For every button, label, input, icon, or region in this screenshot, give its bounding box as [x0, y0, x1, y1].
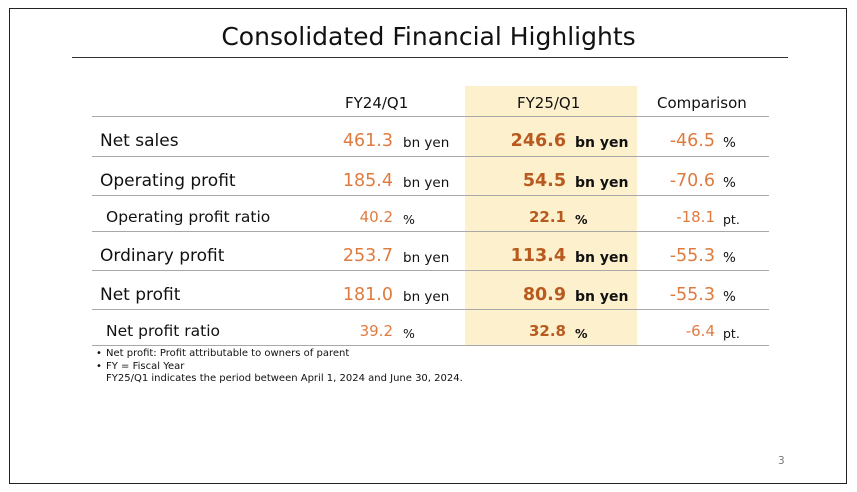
row-label: Operating profit ratio [106, 208, 271, 226]
slide-title: Consolidated Financial Highlights [221, 22, 636, 51]
row-divider [92, 309, 769, 310]
comp-unit: % [723, 250, 736, 266]
bullet-icon: • [96, 360, 102, 372]
footnote-item: • Net profit: Profit attributable to owne… [96, 348, 350, 359]
header-divider [92, 116, 769, 117]
curr-unit: bn yen [575, 175, 629, 191]
curr-unit: % [575, 326, 588, 341]
footnotes: • Net profit: Profit attributable to owne… [96, 348, 463, 386]
curr-value: 80.9 [522, 285, 566, 305]
comp-value: -55.3 [669, 246, 715, 266]
row-label: Net profit [100, 285, 181, 305]
comp-unit: pt. [723, 326, 740, 341]
prev-value: 461.3 [342, 131, 393, 151]
comp-value: -70.6 [669, 171, 715, 191]
prev-unit: % [403, 326, 415, 341]
comp-unit: % [723, 135, 736, 151]
bullet-icon: • [96, 348, 102, 359]
slide-frame [9, 8, 847, 484]
row-divider [92, 270, 769, 271]
table-bottom-rule [92, 345, 769, 346]
curr-unit: % [575, 212, 588, 227]
prev-value: 39.2 [359, 322, 393, 340]
current-period-highlight [465, 86, 637, 345]
curr-value: 22.1 [528, 208, 566, 226]
prev-unit: bn yen [403, 135, 450, 151]
curr-value: 54.5 [522, 171, 566, 191]
comp-value: -18.1 [676, 208, 715, 226]
curr-value: 246.6 [510, 131, 566, 151]
prev-unit: bn yen [403, 289, 450, 305]
prev-value: 40.2 [359, 208, 393, 226]
prev-value: 185.4 [342, 171, 393, 191]
header-fy25q1: FY25/Q1 [517, 94, 581, 112]
row-divider [92, 231, 769, 232]
comp-value: -55.3 [669, 285, 715, 305]
prev-unit: bn yen [403, 250, 450, 266]
footnote-item: • FY = Fiscal Year [96, 360, 185, 372]
comp-value: -46.5 [669, 131, 715, 151]
row-label: Ordinary profit [100, 246, 225, 266]
footnote-item: FY25/Q1 indicates the period between Apr… [106, 373, 463, 384]
comp-unit: % [723, 175, 736, 191]
page-number: 3 [778, 455, 785, 467]
header-fy24q1: FY24/Q1 [345, 94, 409, 112]
curr-value: 32.8 [528, 322, 566, 340]
curr-value: 113.4 [510, 246, 566, 266]
prev-unit: bn yen [403, 175, 450, 191]
prev-value: 181.0 [342, 285, 393, 305]
curr-unit: bn yen [575, 250, 629, 266]
comp-value: -6.4 [685, 322, 715, 340]
row-label: Operating profit [100, 171, 236, 191]
row-label: Net sales [100, 131, 179, 151]
prev-unit: % [403, 212, 415, 227]
header-comparison: Comparison [657, 94, 747, 112]
comp-unit: pt. [723, 212, 740, 227]
row-divider [92, 156, 769, 157]
row-label: Net profit ratio [106, 322, 220, 340]
comp-unit: % [723, 289, 736, 305]
title-underline [72, 57, 788, 58]
curr-unit: bn yen [575, 289, 629, 305]
prev-value: 253.7 [342, 246, 393, 266]
row-divider [92, 195, 769, 196]
curr-unit: bn yen [575, 135, 629, 151]
